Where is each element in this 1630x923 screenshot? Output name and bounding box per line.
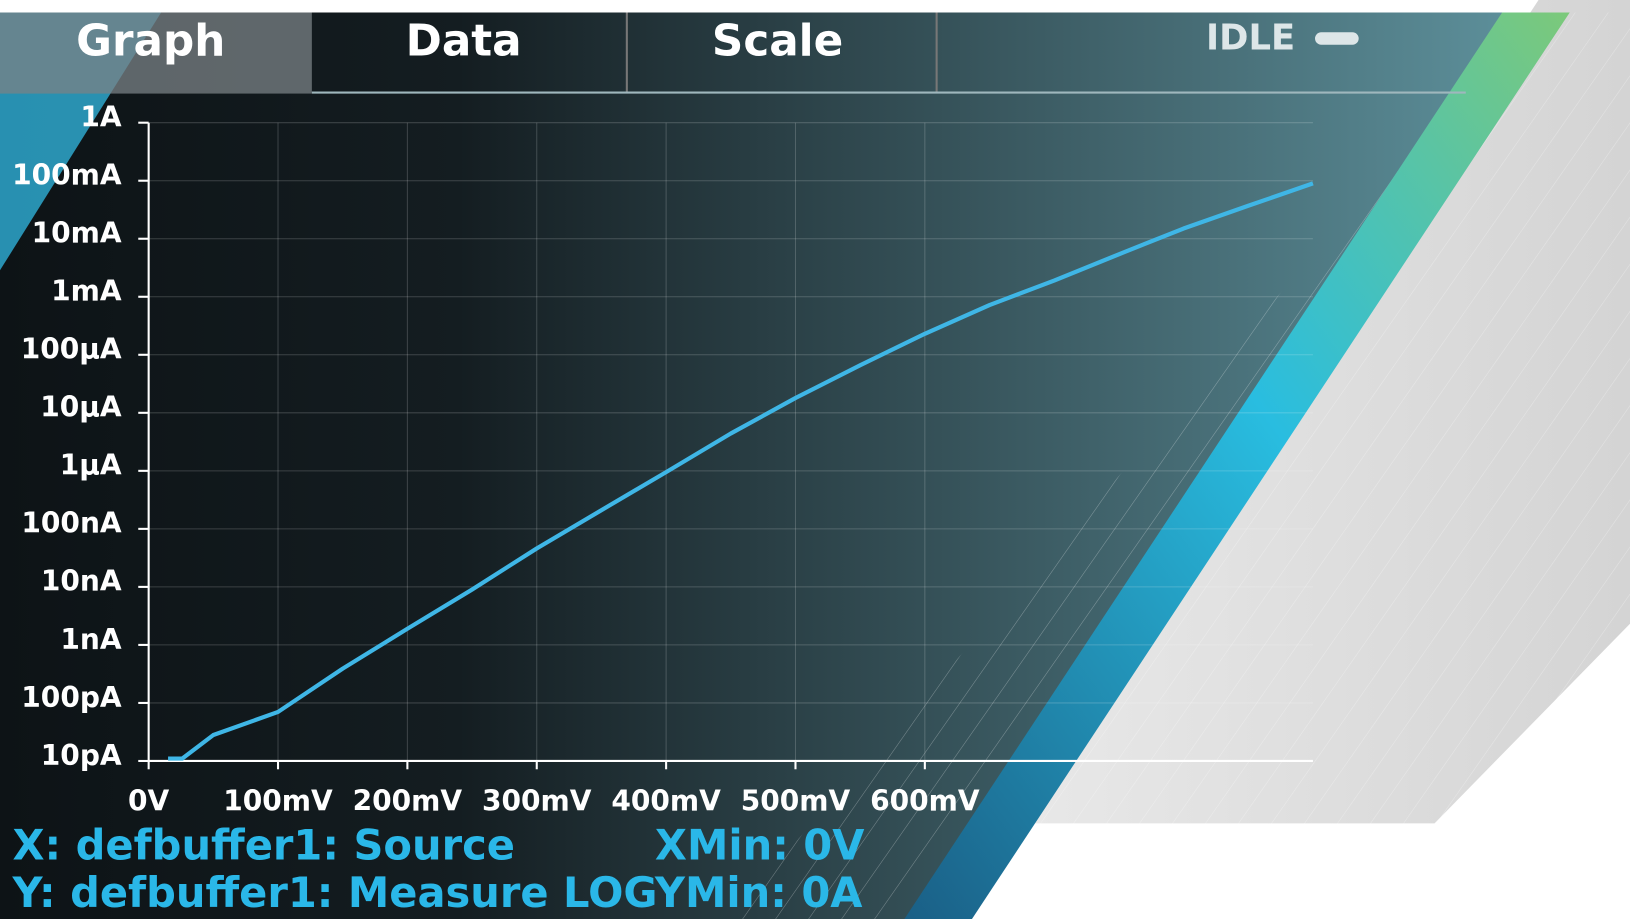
tab[interactable]: Scale [712,16,843,67]
y-source: Y: defbuffer1: Measure LOG [11,868,657,917]
x-tick-label: 300mV [482,785,592,818]
x-tick-label: 0V [128,785,170,818]
y-tick-label: 10pA [41,739,122,772]
y-tick-label: 1nA [60,623,121,656]
tab[interactable]: Data [406,16,522,67]
y-tick-label: 10nA [41,565,122,598]
x-tick-label: 500mV [741,785,851,818]
x-tick-label: 400mV [611,785,721,818]
decor-stripe [904,12,1570,919]
y-tick-label: 1mA [51,275,122,308]
y-tick-label: 100nA [21,507,122,540]
tab[interactable]: Graph [76,16,225,67]
status: IDLE [1206,18,1295,59]
tab-active-bg [0,12,312,94]
plot: 1A 100mA 10mA 1mA 100µA 10µA 1µA 100nA 10nA 1nA 10… [12,101,1314,818]
y-tick-label: 100µA [21,333,122,366]
y-tick-label: 100pA [21,681,122,714]
screen-panel [0,12,1529,919]
y-tick-label: 10mA [32,217,122,250]
data-line [168,181,1314,761]
x-tick-label: 200mV [353,785,463,818]
y-tick-label: 1µA [60,449,122,482]
x-min: XMin: 0V [655,820,865,869]
x-source: X: defbuffer1: Source [12,820,514,869]
y-tick-label: 1A [80,101,122,134]
y-tick-label: 100mA [12,159,122,192]
x-tick-label: 100mV [223,785,333,818]
y-tick-label: 10µA [40,391,122,424]
status-icon [1315,32,1359,45]
x-tick-label: 600mV [870,785,980,818]
y-min: YMin: 0A [654,868,863,917]
